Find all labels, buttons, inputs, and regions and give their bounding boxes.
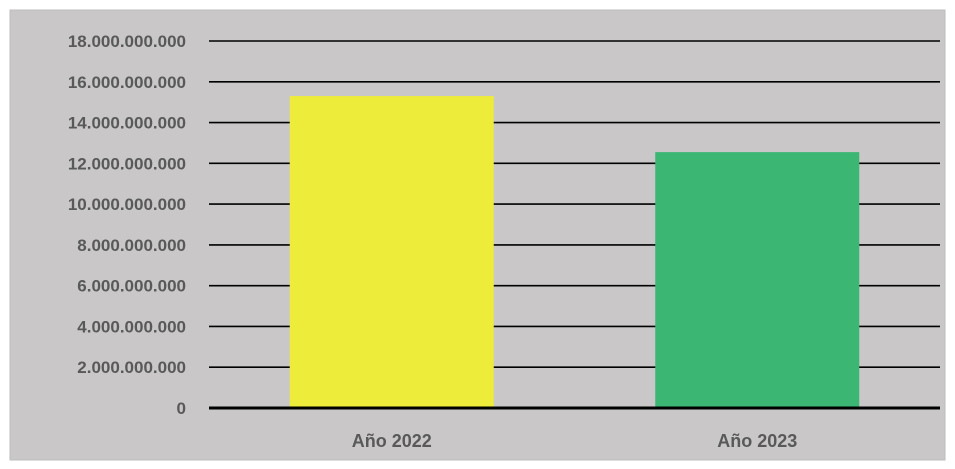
- y-tick-label: 4.000.000.000: [77, 317, 186, 336]
- y-tick-label: 16.000.000.000: [68, 73, 186, 92]
- y-tick-label: 10.000.000.000: [68, 195, 186, 214]
- x-axis-tick-labels: Año 2022 Año 2023: [352, 431, 798, 451]
- y-tick-label: 14.000.000.000: [68, 114, 186, 133]
- bar: [289, 96, 494, 409]
- x-tick-label: Año 2022: [352, 431, 432, 451]
- y-tick-label: 18.000.000.000: [68, 32, 186, 51]
- y-tick-label: 0: [177, 399, 186, 418]
- y-tick-label: 6.000.000.000: [77, 277, 186, 296]
- y-tick-label: 2.000.000.000: [77, 358, 186, 377]
- bars: [289, 96, 860, 409]
- x-tick-label: Año 2023: [717, 431, 797, 451]
- y-axis-tick-labels: 0 2.000.000.000 4.000.000.000 6.000.000.000…: [68, 32, 186, 418]
- y-tick-label: 12.000.000.000: [68, 154, 186, 173]
- bar: [655, 152, 860, 408]
- y-tick-label: 8.000.000.000: [77, 236, 186, 255]
